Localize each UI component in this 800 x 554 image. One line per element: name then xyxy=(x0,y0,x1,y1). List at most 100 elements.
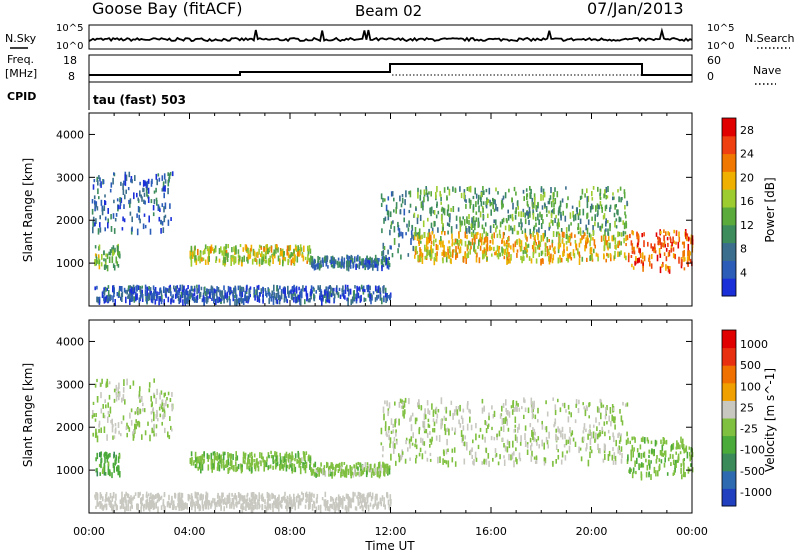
data-cell xyxy=(104,216,107,221)
data-cell xyxy=(293,249,295,254)
data-cell xyxy=(682,458,685,466)
data-cell xyxy=(551,201,553,208)
data-cell xyxy=(501,405,503,412)
data-cell xyxy=(524,399,526,403)
data-cell xyxy=(373,259,375,264)
data-cell xyxy=(213,454,216,461)
data-cell xyxy=(632,467,635,474)
data-cell xyxy=(131,216,133,223)
data-cell xyxy=(526,254,528,258)
data-cell xyxy=(603,213,606,219)
data-cell xyxy=(533,199,536,206)
data-cell xyxy=(370,495,373,502)
data-cell xyxy=(391,191,394,197)
data-cell xyxy=(224,292,227,299)
data-cell xyxy=(690,234,693,238)
data-cell xyxy=(609,224,611,232)
data-cell xyxy=(414,249,417,255)
data-cell xyxy=(506,418,508,423)
data-cell xyxy=(139,491,141,496)
data-cell xyxy=(678,231,680,237)
data-cell xyxy=(388,466,390,471)
data-cell xyxy=(92,221,94,227)
data-cell xyxy=(347,468,350,475)
data-cell xyxy=(131,287,133,294)
data-cell xyxy=(156,409,158,417)
data-cell xyxy=(225,250,228,253)
data-cell xyxy=(324,255,326,260)
data-cell xyxy=(535,216,537,222)
data-cell xyxy=(407,227,410,232)
data-cell xyxy=(533,227,535,234)
data-cell xyxy=(604,453,606,460)
data-cell xyxy=(200,286,203,291)
data-cell xyxy=(310,493,313,501)
data-cell xyxy=(384,259,387,264)
data-cell xyxy=(337,292,340,298)
data-cell xyxy=(669,266,671,270)
data-cell xyxy=(393,447,395,454)
data-cell xyxy=(443,415,446,421)
data-cell xyxy=(492,224,495,228)
data-cell xyxy=(488,187,491,195)
data-cell xyxy=(376,466,379,472)
data-cell xyxy=(404,458,407,464)
data-cell xyxy=(434,221,436,227)
data-cell xyxy=(92,401,95,405)
data-cell xyxy=(443,244,445,251)
data-cell xyxy=(653,249,655,253)
data-cell xyxy=(233,503,235,510)
data-cell xyxy=(655,232,658,237)
data-cell xyxy=(153,199,156,205)
data-cell xyxy=(277,291,280,299)
data-cell xyxy=(297,245,299,252)
data-cell xyxy=(386,296,388,302)
data-cell xyxy=(431,403,433,410)
data-cell xyxy=(215,298,217,305)
data-cell xyxy=(316,263,318,267)
data-cell xyxy=(235,456,237,461)
data-cell xyxy=(112,435,114,440)
data-cell xyxy=(513,407,515,412)
data-cell xyxy=(399,398,402,403)
data-cell xyxy=(329,285,331,289)
x-tick-label: 00:00 xyxy=(73,525,105,538)
data-cell xyxy=(348,260,351,268)
data-cell xyxy=(143,213,146,217)
data-cell xyxy=(417,402,419,408)
data-cell xyxy=(554,404,557,410)
data-cell xyxy=(424,450,427,454)
data-cell xyxy=(359,261,362,265)
data-cell xyxy=(101,378,103,384)
data-cell xyxy=(141,285,143,289)
data-cell xyxy=(146,191,148,197)
data-cell xyxy=(403,217,405,223)
data-cell xyxy=(163,192,165,199)
data-cell xyxy=(586,227,589,235)
data-cell xyxy=(561,433,564,440)
data-cell xyxy=(518,222,520,228)
data-cell xyxy=(272,505,274,512)
data-cell xyxy=(426,249,428,256)
data-cell xyxy=(290,457,293,462)
data-cell xyxy=(679,451,682,455)
data-cell xyxy=(502,437,504,442)
data-cell xyxy=(163,186,165,192)
data-cell xyxy=(309,503,311,510)
data-cell xyxy=(596,433,599,440)
data-cell xyxy=(442,207,445,214)
data-cell xyxy=(340,468,343,475)
data-cell xyxy=(108,381,111,385)
data-cell xyxy=(127,499,129,507)
data-cell xyxy=(104,201,107,205)
y-tick-label: 2000 xyxy=(56,421,84,434)
data-cell xyxy=(240,286,243,293)
data-cell xyxy=(100,199,103,206)
data-cell xyxy=(547,200,550,205)
data-cell xyxy=(256,504,258,510)
data-cell xyxy=(576,207,578,215)
data-cell xyxy=(481,398,484,404)
data-cell xyxy=(623,222,626,230)
data-cell xyxy=(382,249,385,256)
